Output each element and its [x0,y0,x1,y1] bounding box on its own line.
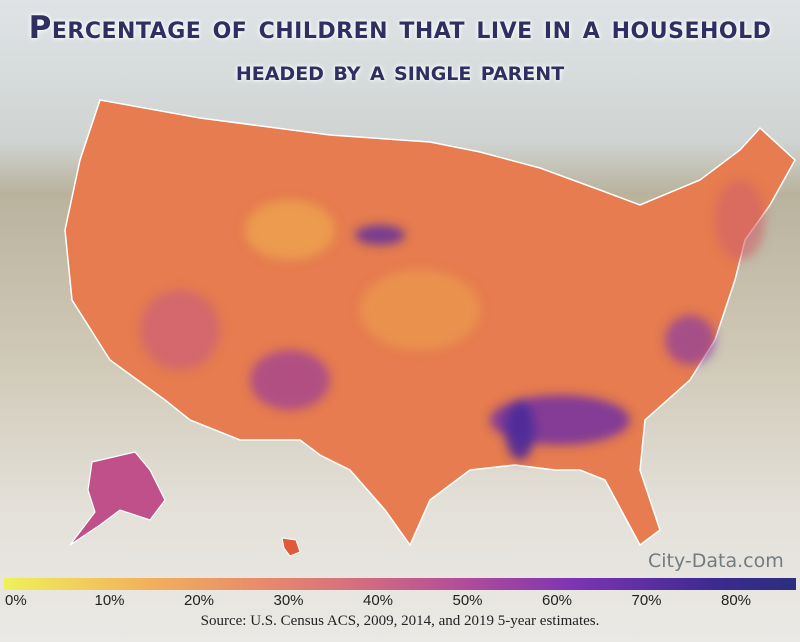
legend-tick-label: 60% [542,592,573,609]
map-title-line1: Percentage of children that live in a ho… [28,10,772,46]
legend-tick-label: 80% [721,592,752,609]
legend-tick-label: 20% [184,592,215,609]
legend-tick-label: 50% [452,592,483,609]
legend-tick-label: 10% [94,592,125,609]
legend-tick-label: 40% [363,592,394,609]
alaska [69,451,166,546]
high-percentage-regions [140,180,765,460]
map-title-line2: headed by a single parent [235,56,565,87]
color-scale-bar [4,578,796,590]
city-data-watermark: City-Data.com [648,550,784,572]
legend-tick-label: 0% [5,592,27,609]
legend-tick-label: 30% [273,592,304,609]
source-note: Source: U.S. Census ACS, 2009, 2014, and… [200,613,600,629]
hawaii [281,537,301,557]
legend-tick-label: 70% [631,592,662,609]
